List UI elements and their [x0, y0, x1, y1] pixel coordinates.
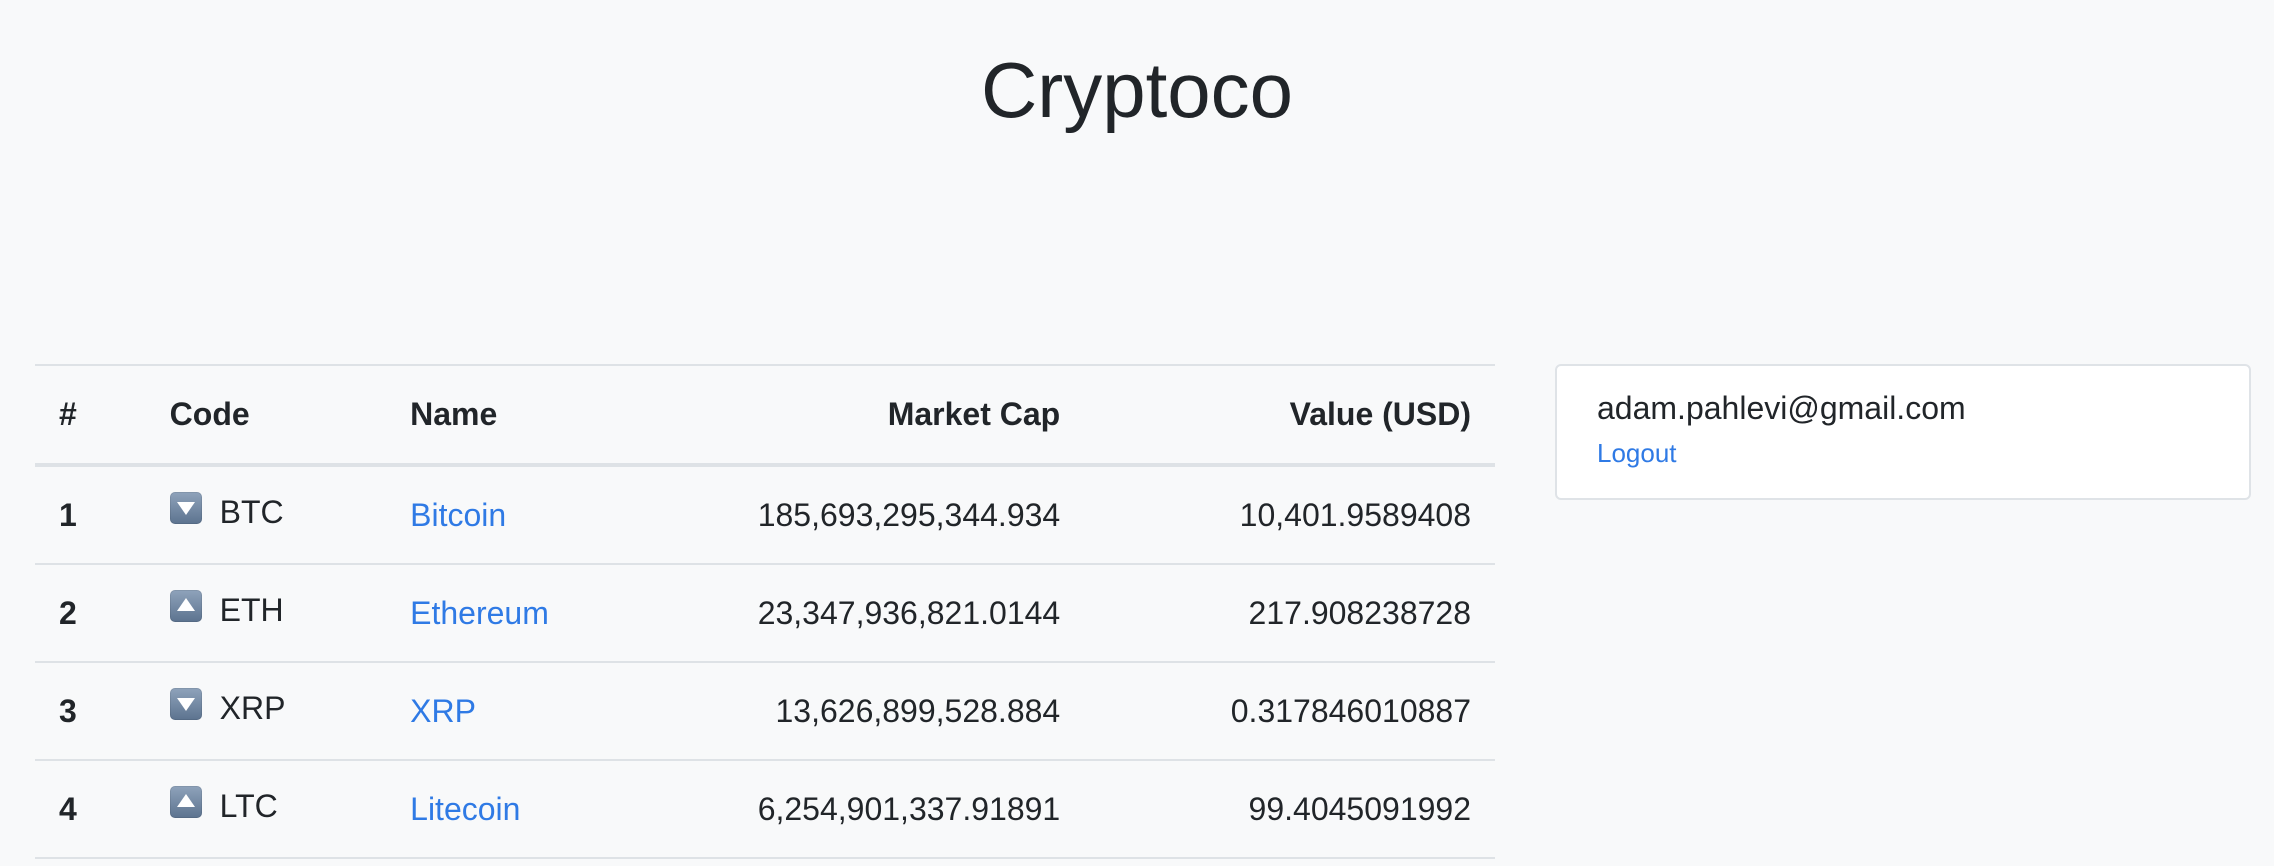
rank-cell: 4 [35, 760, 146, 859]
column-header-name: Name [386, 364, 657, 467]
rank-cell: 3 [35, 662, 146, 761]
market-cap-cell: 13,626,899,528.884 [656, 662, 1085, 761]
user-card: adam.pahlevi@gmail.com Logout [1555, 364, 2251, 500]
name-cell: Litecoin [386, 760, 657, 859]
value-cell: 99.4045091992 [1084, 760, 1495, 859]
table-header-row: # Code Name Market Cap Value (USD) [35, 364, 1495, 467]
column-header-value: Value (USD) [1084, 364, 1495, 467]
arrow-up-icon [169, 590, 202, 623]
market-cap-cell: 23,347,936,821.0144 [656, 564, 1085, 663]
column-header-code: Code [145, 364, 387, 467]
column-header-rank: # [35, 364, 146, 467]
arrow-down-icon [169, 492, 202, 525]
crypto-table: # Code Name Market Cap Value (USD) 1 BTC… [35, 364, 1495, 859]
name-cell: Bitcoin [386, 465, 657, 565]
table-row: 3 XRP XRP 13,626,899,528.884 0.317846010… [35, 662, 1495, 761]
name-cell: XRP [386, 662, 657, 761]
column-header-market-cap: Market Cap [656, 364, 1085, 467]
arrow-down-icon [169, 688, 202, 721]
rank-cell: 2 [35, 564, 146, 663]
table-row: 1 BTC Bitcoin 185,693,295,344.934 10,401… [35, 465, 1495, 565]
logout-link[interactable]: Logout [1597, 438, 1677, 468]
table-row: 2 ETH Ethereum 23,347,936,821.0144 217.9… [35, 564, 1495, 663]
code-cell: XRP [145, 662, 387, 761]
code-cell: BTC [145, 465, 387, 565]
coin-code: ETH [219, 591, 284, 628]
user-email: adam.pahlevi@gmail.com [1597, 390, 1966, 426]
name-cell: Ethereum [386, 564, 657, 663]
page-title: Cryptoco [980, 46, 1294, 134]
coin-link-litecoin[interactable]: Litecoin [410, 790, 521, 827]
rank-cell: 1 [35, 465, 146, 565]
market-cap-cell: 185,693,295,344.934 [656, 465, 1085, 565]
arrow-up-icon [169, 786, 202, 819]
market-cap-cell: 6,254,901,337.91891 [656, 760, 1085, 859]
value-cell: 0.317846010887 [1084, 662, 1495, 761]
table-row: 4 LTC Litecoin 6,254,901,337.91891 99.40… [35, 760, 1495, 859]
coin-link-bitcoin[interactable]: Bitcoin [410, 496, 507, 533]
coin-link-ethereum[interactable]: Ethereum [410, 594, 549, 631]
coin-link-xrp[interactable]: XRP [410, 692, 476, 729]
value-cell: 217.908238728 [1084, 564, 1495, 663]
code-cell: LTC [145, 760, 387, 859]
coin-code: LTC [219, 787, 278, 824]
code-cell: ETH [145, 564, 387, 663]
coin-code: BTC [219, 493, 284, 530]
value-cell: 10,401.9589408 [1084, 465, 1495, 565]
coin-code: XRP [219, 689, 286, 726]
